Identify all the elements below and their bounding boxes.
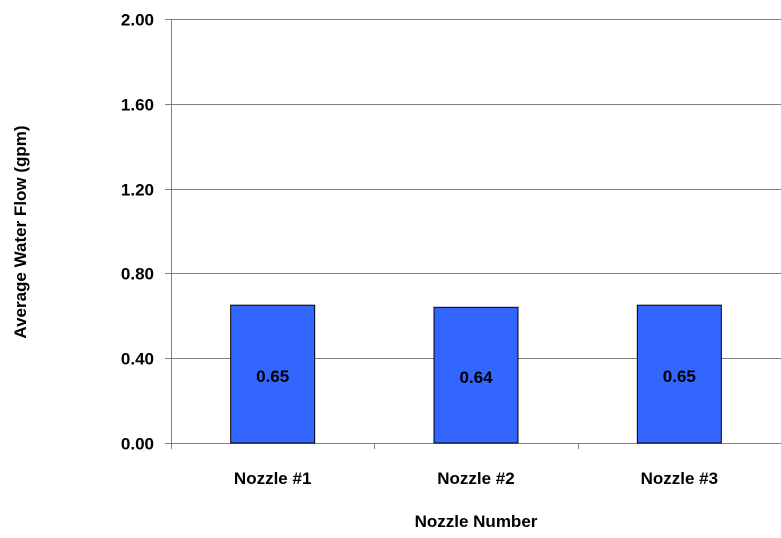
data-label: 0.65: [663, 367, 696, 386]
bars: [230, 304, 722, 444]
y-tick-label: 1.20: [121, 181, 154, 200]
y-tick-label: 0.00: [121, 435, 154, 454]
x-tick-label: Nozzle #3: [641, 469, 718, 488]
data-label: 0.64: [459, 368, 493, 387]
tick-labels: 0.00 0.40 0.80 1.20 1.60 2.00 Nozzle #1 Nozzle …: [121, 11, 718, 489]
y-tick-label: 0.40: [121, 350, 154, 369]
data-labels: 0.65 0.64 0.65: [256, 367, 696, 387]
y-axis-title: Average Water Flow (gpm): [11, 125, 30, 338]
bar: [230, 304, 316, 444]
y-tick-label: 0.80: [121, 265, 154, 284]
y-tick-label: 2.00: [121, 11, 154, 30]
y-tick-label: 1.60: [121, 96, 154, 115]
data-label: 0.65: [256, 367, 289, 386]
x-tick-label: Nozzle #1: [234, 469, 311, 488]
bar: [433, 306, 519, 444]
bar: [636, 304, 722, 444]
x-tick-label: Nozzle #2: [437, 469, 514, 488]
x-axis-title: Nozzle Number: [415, 512, 538, 531]
